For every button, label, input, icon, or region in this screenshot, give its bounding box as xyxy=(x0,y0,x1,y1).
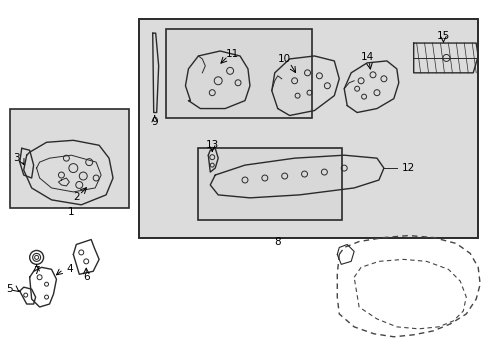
Bar xyxy=(165,29,312,118)
Text: 10: 10 xyxy=(278,54,291,64)
Text: 9: 9 xyxy=(151,117,158,127)
Text: 7: 7 xyxy=(33,266,40,276)
Text: 1: 1 xyxy=(68,207,75,217)
Text: 11: 11 xyxy=(225,49,238,59)
Text: 8: 8 xyxy=(274,237,281,247)
Text: 14: 14 xyxy=(360,52,373,62)
Text: 5: 5 xyxy=(6,284,13,294)
Text: 4: 4 xyxy=(66,264,73,274)
Bar xyxy=(139,19,477,238)
Text: 2: 2 xyxy=(73,192,80,202)
Text: 15: 15 xyxy=(436,31,449,41)
Text: 3: 3 xyxy=(14,153,20,163)
Text: 13: 13 xyxy=(205,140,219,150)
Bar xyxy=(10,109,129,208)
Text: 12: 12 xyxy=(401,163,414,173)
Bar xyxy=(198,148,342,220)
Text: 6: 6 xyxy=(83,272,89,282)
